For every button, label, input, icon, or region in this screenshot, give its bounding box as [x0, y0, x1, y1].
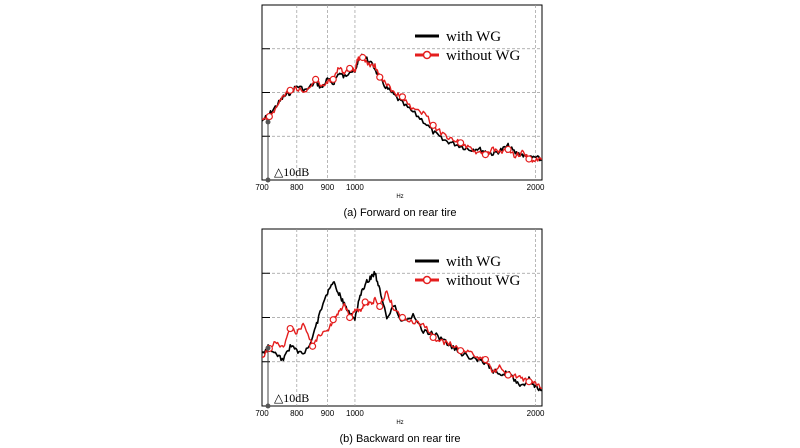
data-point-without-wg-4	[286, 324, 294, 333]
x-tick-labels: 700 800 900 1000 2000	[255, 409, 545, 418]
scale-bar-bottom-dot	[265, 403, 271, 409]
scale-annotation: △10dB	[274, 165, 309, 179]
legend-label-without-wg: without WG	[446, 48, 520, 64]
chart-panel-forward: 700 800 900 1000 2000 △10dB with WG without …	[255, 4, 545, 219]
x-axis-label: Hz	[396, 420, 403, 426]
data-point-without-wg-7	[312, 75, 320, 83]
data-point-without-wg-4	[286, 86, 294, 94]
x-tick-labels: 700 800 900 1000 2000	[255, 183, 545, 192]
data-point-without-wg-16	[359, 53, 367, 62]
series-line-with-wg	[261, 270, 542, 392]
x-tick-label-900: 900	[321, 183, 335, 192]
scale-bar: △10dB	[265, 345, 309, 409]
data-point-without-wg-13	[346, 313, 354, 322]
data-point-without-wg-25	[429, 121, 437, 129]
legend: with WG without WG	[415, 254, 520, 289]
data-point-without-wg-1	[265, 112, 273, 121]
chart-caption: (b) Backward on rear tire	[339, 433, 460, 445]
data-point-without-wg-10	[329, 316, 337, 324]
data-point-without-wg-7	[308, 342, 317, 350]
series-line-without-wg	[261, 290, 543, 389]
series-lines	[261, 53, 543, 163]
series-line-with-wg	[261, 53, 543, 162]
data-point-without-wg-34	[504, 371, 512, 379]
x-tick-label-900: 900	[321, 409, 335, 418]
data-point-without-wg-22	[398, 93, 407, 101]
data-point-without-wg-31	[481, 355, 490, 364]
x-tick-label-2000: 2000	[527, 183, 545, 192]
legend-label-without-wg: without WG	[446, 273, 520, 289]
data-point-without-wg-25	[429, 333, 437, 342]
grid-lines	[262, 5, 542, 180]
scale-annotation: △10dB	[274, 391, 309, 405]
data-point-without-wg-16	[361, 298, 369, 306]
scale-bar: △10dB	[265, 119, 309, 183]
legend-label-with-wg: with WG	[446, 29, 501, 45]
x-axis-label: Hz	[396, 194, 403, 200]
legend-marker-without-wg	[422, 50, 432, 60]
data-point-without-wg-37	[525, 155, 533, 163]
legend-marker-without-wg	[422, 275, 432, 285]
data-point-without-wg-28	[457, 347, 465, 355]
x-tick-label-1000: 1000	[346, 183, 364, 192]
data-point-without-wg-10	[329, 75, 337, 83]
chart-caption: (a) Forward on rear tire	[343, 207, 456, 219]
x-tick-label-1000: 1000	[346, 409, 364, 418]
data-point-without-wg-22	[398, 313, 407, 322]
x-tick-label-800: 800	[290, 409, 304, 418]
data-point-without-wg-34	[504, 145, 512, 153]
chart-panel-backward: 700 800 900 1000 2000 △10dB with WG without …	[255, 228, 545, 445]
series-markers	[265, 53, 533, 163]
scale-bar-bottom-dot	[265, 177, 271, 183]
data-point-without-wg-13	[346, 64, 354, 73]
data-point-without-wg-31	[481, 151, 490, 159]
series-line-without-wg	[261, 54, 543, 163]
data-point-without-wg-19	[376, 302, 384, 311]
x-tick-label-700: 700	[255, 409, 269, 418]
x-tick-label-800: 800	[290, 183, 304, 192]
data-point-without-wg-37	[525, 378, 533, 386]
legend-label-with-wg: with WG	[446, 254, 501, 270]
legend: with WG without WG	[415, 29, 520, 64]
scale-bar-top-dot	[265, 345, 271, 351]
x-tick-label-700: 700	[255, 183, 269, 192]
series-lines	[261, 270, 543, 392]
data-point-without-wg-28	[457, 139, 465, 147]
scale-bar-top-dot	[265, 119, 271, 125]
x-tick-label-2000: 2000	[527, 409, 545, 418]
data-point-without-wg-19	[376, 73, 384, 81]
